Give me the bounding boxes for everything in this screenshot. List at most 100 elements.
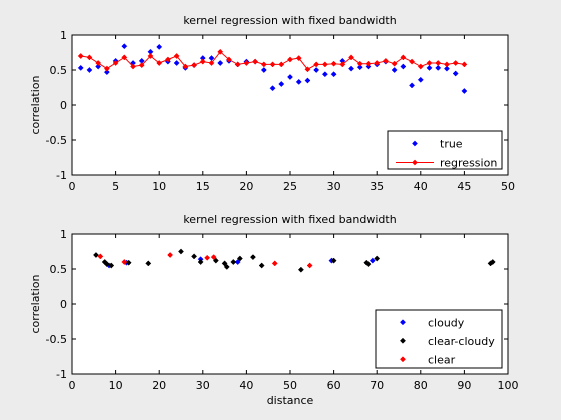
data-point bbox=[365, 261, 372, 268]
data-point bbox=[400, 54, 407, 61]
data-point bbox=[391, 67, 398, 73]
chart-bottom: 0 10 20 30 40 50 60 70 80 90 100 -1 -0.5 0 0.5 1 kernel … bbox=[29, 213, 519, 407]
chart-title: kernel regression with fixed bandwidth bbox=[183, 14, 396, 27]
data-point bbox=[221, 260, 228, 267]
data-point bbox=[178, 248, 184, 255]
data-point bbox=[103, 261, 110, 268]
data-point bbox=[260, 67, 267, 73]
data-point bbox=[382, 57, 389, 64]
data-point bbox=[156, 60, 163, 66]
y-tick-label: -0.5 bbox=[46, 134, 67, 147]
y-tick-label: -1 bbox=[56, 169, 67, 182]
data-point bbox=[306, 262, 313, 269]
data-point bbox=[199, 58, 206, 65]
data-point bbox=[145, 260, 152, 267]
data-point bbox=[313, 61, 320, 68]
legend-label: regression bbox=[440, 157, 497, 170]
y-tick-label: 1 bbox=[60, 228, 67, 241]
data-point bbox=[489, 259, 496, 265]
legend: cloudy clear-cloudy clear bbox=[375, 309, 503, 369]
data-point bbox=[356, 64, 363, 71]
x-tick-label: 15 bbox=[196, 180, 210, 193]
x-tick-label: 50 bbox=[283, 379, 297, 392]
x-tick-label: 70 bbox=[370, 379, 384, 392]
data-point bbox=[234, 259, 241, 265]
data-point bbox=[121, 43, 128, 50]
legend-marker bbox=[400, 319, 406, 326]
chart-top: 0 5 10 15 20 25 30 35 40 45 50 -1 -0.5 0 0.5 1 kernel re… bbox=[29, 14, 515, 193]
data-point bbox=[330, 257, 337, 264]
data-point bbox=[304, 66, 311, 73]
data-point bbox=[452, 70, 459, 77]
x-tick-label: 30 bbox=[327, 180, 341, 193]
y-axis-label: correlation bbox=[29, 274, 42, 333]
legend-marker bbox=[412, 159, 418, 166]
data-point bbox=[278, 81, 285, 87]
data-point bbox=[197, 259, 204, 265]
data-point bbox=[167, 252, 174, 258]
data-point bbox=[112, 60, 119, 66]
data-point bbox=[252, 58, 259, 65]
series-clear-cloudy bbox=[93, 248, 496, 273]
data-point bbox=[86, 67, 93, 73]
x-tick-label: 35 bbox=[370, 180, 384, 193]
data-point bbox=[391, 60, 398, 67]
legend: true regression bbox=[387, 130, 503, 170]
data-point bbox=[287, 56, 293, 63]
data-point bbox=[173, 53, 180, 59]
data-point bbox=[426, 60, 433, 66]
data-point bbox=[321, 61, 328, 68]
data-point bbox=[435, 64, 442, 71]
legend-box bbox=[375, 309, 503, 369]
x-tick-label: 0 bbox=[69, 379, 76, 392]
data-point bbox=[86, 54, 93, 61]
data-point bbox=[461, 61, 468, 68]
data-point bbox=[121, 259, 128, 265]
data-point bbox=[287, 74, 293, 80]
data-point bbox=[182, 63, 189, 70]
series-regression bbox=[77, 48, 468, 73]
data-point bbox=[226, 56, 232, 63]
legend-marker bbox=[400, 337, 406, 344]
x-tick-label: 45 bbox=[457, 180, 471, 193]
x-tick-label: 40 bbox=[414, 180, 428, 193]
data-point bbox=[208, 60, 215, 66]
data-point bbox=[108, 262, 115, 269]
data-point bbox=[243, 60, 250, 66]
x-tick-label: 10 bbox=[109, 379, 123, 392]
data-point bbox=[95, 63, 102, 70]
data-point bbox=[212, 257, 219, 264]
x-tick-label: 0 bbox=[69, 180, 76, 193]
data-point bbox=[409, 58, 416, 65]
data-point bbox=[95, 60, 102, 66]
data-point bbox=[230, 259, 237, 265]
data-point bbox=[369, 257, 376, 264]
data-point bbox=[330, 60, 337, 67]
data-point bbox=[93, 252, 99, 258]
data-point bbox=[348, 65, 354, 72]
data-point bbox=[400, 63, 407, 70]
legend-label: clear-cloudy bbox=[428, 335, 495, 348]
data-point bbox=[173, 60, 180, 66]
x-tick-label: 30 bbox=[196, 379, 210, 392]
data-point bbox=[461, 88, 468, 94]
data-point bbox=[191, 62, 198, 69]
data-point bbox=[321, 71, 328, 78]
data-point bbox=[191, 253, 198, 260]
data-point bbox=[103, 69, 110, 76]
legend-marker bbox=[412, 140, 418, 147]
y-tick-label: 0.5 bbox=[50, 263, 68, 276]
data-point bbox=[444, 65, 450, 72]
axes-box bbox=[71, 233, 509, 375]
y-tick-label: 0.5 bbox=[50, 64, 68, 77]
data-point bbox=[304, 77, 311, 84]
data-point bbox=[444, 61, 450, 68]
data-point bbox=[77, 64, 84, 71]
data-point bbox=[330, 71, 337, 78]
data-point bbox=[249, 254, 256, 261]
data-point bbox=[97, 253, 104, 260]
data-point bbox=[236, 255, 243, 262]
x-tick-label: 100 bbox=[498, 379, 519, 392]
x-tick-label: 80 bbox=[414, 379, 428, 392]
